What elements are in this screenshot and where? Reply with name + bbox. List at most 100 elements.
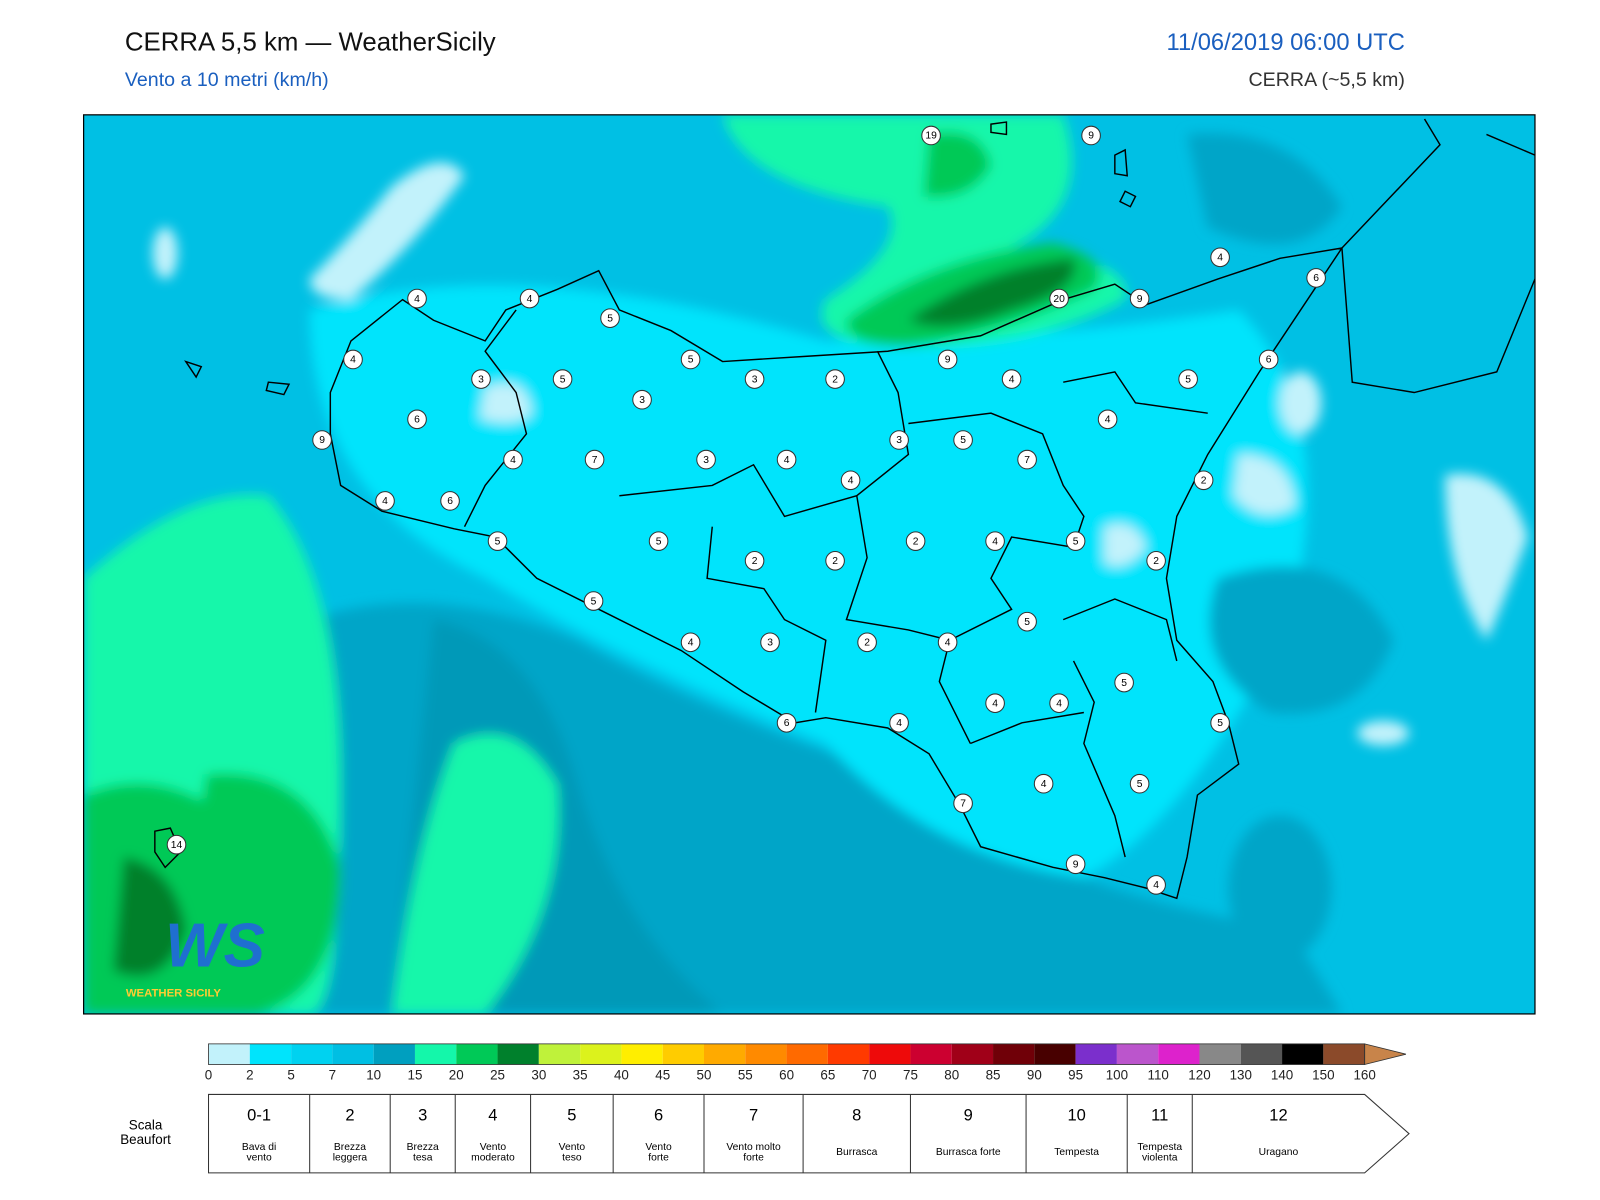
station-marker (857, 632, 877, 653)
colorbar-swatch (1282, 1043, 1324, 1065)
colorbar-swatch (1199, 1043, 1241, 1065)
colorbar-tick-label: 45 (655, 1067, 670, 1082)
station-marker (1129, 773, 1150, 794)
station-marker (1081, 125, 1101, 146)
station-value: 6 (447, 496, 453, 507)
colorbar-tick-label: 160 (1353, 1067, 1375, 1082)
station-marker (632, 389, 652, 410)
beaufort-number: 8 (852, 1106, 861, 1124)
station-marker (937, 349, 958, 370)
station-marker (407, 409, 427, 430)
beaufort-scale: Scala Beaufort 0-1 Bava di vento 2 Brezza legge… (120, 1093, 1410, 1174)
colorbar-swatch (208, 1043, 250, 1065)
colorbar-arrow (1364, 1043, 1407, 1066)
beaufort-number: 4 (488, 1106, 497, 1124)
colorbar-tick-label: 65 (820, 1067, 835, 1082)
colorbar-tick-label: 7 (329, 1067, 336, 1082)
station-value: 2 (832, 374, 838, 385)
colorbar-swatch (580, 1043, 622, 1065)
colorbar-tick-label: 2 (246, 1067, 253, 1082)
station-marker (519, 288, 540, 309)
colorbar-swatch (1034, 1043, 1076, 1065)
station-value: 6 (414, 415, 420, 426)
colorbar-swatch (827, 1043, 870, 1065)
colorbar-tick-label: 100 (1106, 1067, 1128, 1082)
station-marker (696, 449, 716, 470)
station-value: 2 (864, 638, 870, 649)
colorbar-tick-label: 40 (614, 1067, 629, 1082)
station-marker (825, 550, 845, 571)
colorbar-swatch (951, 1043, 994, 1065)
colorbar-tick-label: 120 (1188, 1067, 1210, 1082)
colorbar-tick-label: 50 (697, 1067, 712, 1082)
station-marker (1210, 247, 1230, 268)
colorbar-swatch (1116, 1043, 1159, 1065)
colorbar-swatch (745, 1043, 787, 1065)
station-value: 5 (1217, 718, 1223, 729)
colorbar-tick-label: 0 (205, 1067, 212, 1082)
station-marker (680, 349, 701, 370)
station-value: 5 (1073, 536, 1079, 547)
station-value: 5 (495, 536, 501, 547)
beaufort-number: 12 (1269, 1106, 1287, 1124)
colorbar-tick-label: 110 (1148, 1067, 1169, 1082)
colorbar-tick-label: 75 (903, 1067, 918, 1082)
beaufort-number: 7 (749, 1106, 758, 1124)
station-value: 4 (688, 638, 694, 649)
station-value: 3 (703, 455, 709, 466)
station-value: 2 (913, 536, 919, 547)
station-value: 2 (1201, 475, 1207, 486)
station-marker (1146, 550, 1166, 571)
station-marker (1178, 369, 1198, 389)
station-marker (1049, 693, 1069, 714)
colorbar-tick-label: 90 (1027, 1067, 1042, 1082)
station-value: 4 (896, 718, 902, 729)
beaufort-name: Brezza leggera (333, 1142, 368, 1163)
colorbar-swatch (621, 1043, 663, 1065)
datetime: 11/06/2019 06:00 UTC (1167, 30, 1405, 56)
subtitle: Vento a 10 metri (km/h) (125, 69, 329, 91)
station-value: 4 (992, 536, 998, 547)
wind-field: 19 9 4 4 5 20 9 4 6 4 5 9 6 3 5 3 2 4 5 3 6 4 9 3 5 4 7 3 4 7 4 2 4 6 5 5 2 4… (83, 114, 1535, 1014)
station-marker (503, 449, 523, 470)
station-marker (744, 550, 765, 571)
station-value: 9 (1073, 859, 1079, 870)
beaufort-number: 3 (418, 1106, 427, 1124)
station-value: 6 (1266, 355, 1272, 366)
beaufort-name: Uragano (1259, 1147, 1299, 1158)
station-value: 7 (960, 799, 966, 810)
colorbar-tick-label: 130 (1230, 1067, 1252, 1082)
station-value: 9 (1137, 294, 1143, 305)
station-marker (1017, 611, 1037, 632)
colorbar-swatch (291, 1043, 333, 1065)
station-marker (825, 369, 845, 389)
station-value: 5 (960, 435, 966, 446)
colorbar-swatch (414, 1043, 457, 1065)
station-value: 4 (1217, 253, 1223, 264)
station-marker (1258, 349, 1279, 370)
station-value: 5 (1121, 678, 1127, 689)
beaufort-number: 9 (964, 1106, 973, 1124)
beaufort-name: Vento teso (559, 1142, 586, 1163)
station-value: 6 (1313, 273, 1319, 284)
station-value: 4 (1056, 698, 1062, 709)
colorbar-tick-label: 35 (573, 1067, 588, 1082)
colorbar-swatch (1158, 1043, 1200, 1065)
station-value: 4 (414, 294, 420, 305)
beaufort-frame (208, 1093, 1410, 1174)
colorbar-swatch (993, 1043, 1035, 1065)
station-value: 4 (1009, 374, 1015, 385)
station-marker (760, 632, 780, 653)
station-marker (985, 531, 1005, 551)
station-marker (985, 693, 1005, 714)
station-marker (1193, 470, 1214, 491)
colorbar-tick-label: 150 (1312, 1067, 1334, 1082)
station-value: 4 (784, 455, 790, 466)
station-marker (889, 713, 909, 733)
station-marker (343, 349, 363, 370)
station-marker (600, 308, 620, 328)
beaufort-name: Brezza tesa (407, 1142, 439, 1163)
station-value: 9 (1088, 131, 1094, 142)
